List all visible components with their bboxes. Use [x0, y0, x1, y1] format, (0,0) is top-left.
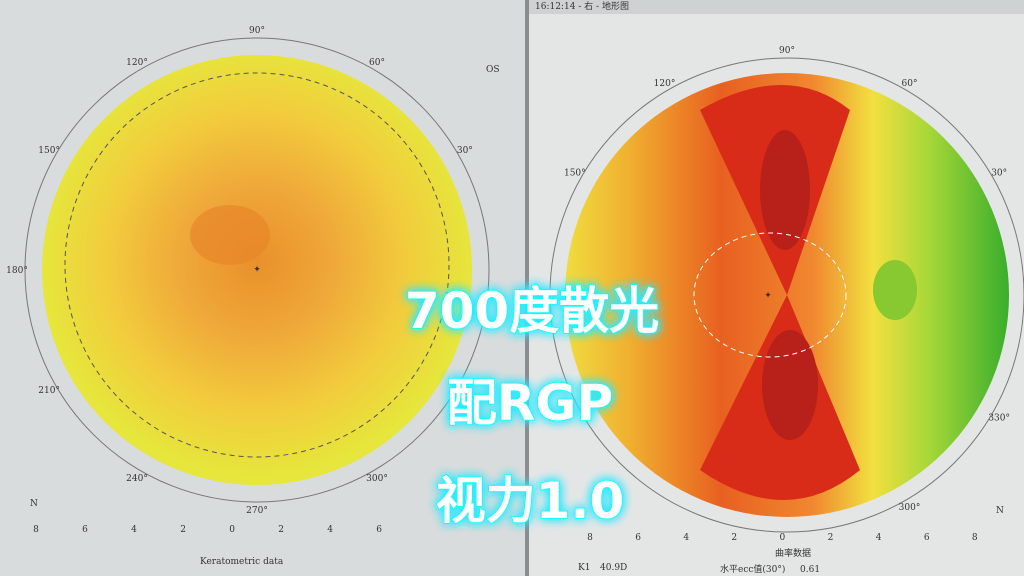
eye-label: OS — [486, 65, 500, 75]
center-mark: ✦ — [253, 265, 261, 275]
scale-label: 6 — [376, 525, 382, 535]
outer-ring — [549, 57, 1024, 533]
pupil-ring — [693, 232, 847, 358]
angle-label: 240° — [126, 474, 148, 484]
scale-label: 4 — [327, 525, 333, 535]
scale-label: 6 — [924, 533, 930, 543]
angle-label: 90° — [249, 26, 265, 36]
angle-label: 150° — [564, 169, 586, 179]
scale-label: 4 — [131, 525, 137, 535]
angle-label: 120° — [126, 58, 148, 68]
title-bar — [529, 0, 1024, 14]
outer-ring — [24, 37, 490, 503]
steep-core — [762, 330, 818, 440]
topo-map-left — [42, 55, 472, 485]
angle-label: 60° — [902, 79, 918, 89]
scale-label: 8 — [587, 533, 593, 543]
angle-label: 120° — [654, 79, 676, 89]
scale-label: 2 — [828, 533, 834, 543]
scale-label: 0 — [229, 525, 235, 535]
scale-label: 2 — [731, 533, 737, 543]
steep-zone — [190, 205, 270, 265]
angle-label: 270° — [246, 506, 268, 516]
angle-label: 90° — [779, 46, 795, 56]
angle-label: 150° — [38, 146, 60, 156]
scale-label: 0 — [780, 533, 786, 543]
overlay-line: 700度散光 — [405, 282, 659, 340]
scale-label: 6 — [635, 533, 641, 543]
scale-label: 8 — [972, 533, 978, 543]
corner-label: N — [996, 506, 1004, 516]
angle-label: 30° — [991, 169, 1007, 179]
scale-label: 6 — [82, 525, 88, 535]
pupil-ring — [64, 72, 450, 458]
center-mark: ✦ — [764, 291, 772, 301]
ecc-label: 水平ecc值(30°) — [720, 563, 785, 575]
overlay-line: 配RGP — [447, 374, 613, 432]
angle-label: 30° — [457, 146, 473, 156]
ecc-value: 0.61 — [800, 565, 820, 575]
scale-label: 4 — [876, 533, 882, 543]
angle-label: 210° — [38, 386, 60, 396]
corner-label: N — [30, 499, 38, 509]
angle-label: 330° — [988, 414, 1010, 424]
angle-label: 60° — [369, 58, 385, 68]
overlay-line: 视力1.0 — [436, 472, 625, 530]
scale-label: 8 — [33, 525, 39, 535]
flat-zone — [873, 260, 917, 320]
scale-label: 4 — [683, 533, 689, 543]
footer: Keratometric data — [200, 557, 284, 567]
footer: 曲率数据 — [775, 547, 811, 559]
k-value: 40.9D — [600, 563, 627, 573]
angle-label: 180° — [6, 266, 28, 276]
k-label: K1 — [578, 563, 590, 573]
scale-label: 2 — [180, 525, 186, 535]
scale-label: 2 — [278, 525, 284, 535]
angle-label: 300° — [899, 503, 921, 513]
angle-label: 300° — [366, 474, 388, 484]
window-title: 16:12:14 - 右 - 地形图 — [535, 0, 629, 12]
steep-core — [760, 130, 810, 250]
